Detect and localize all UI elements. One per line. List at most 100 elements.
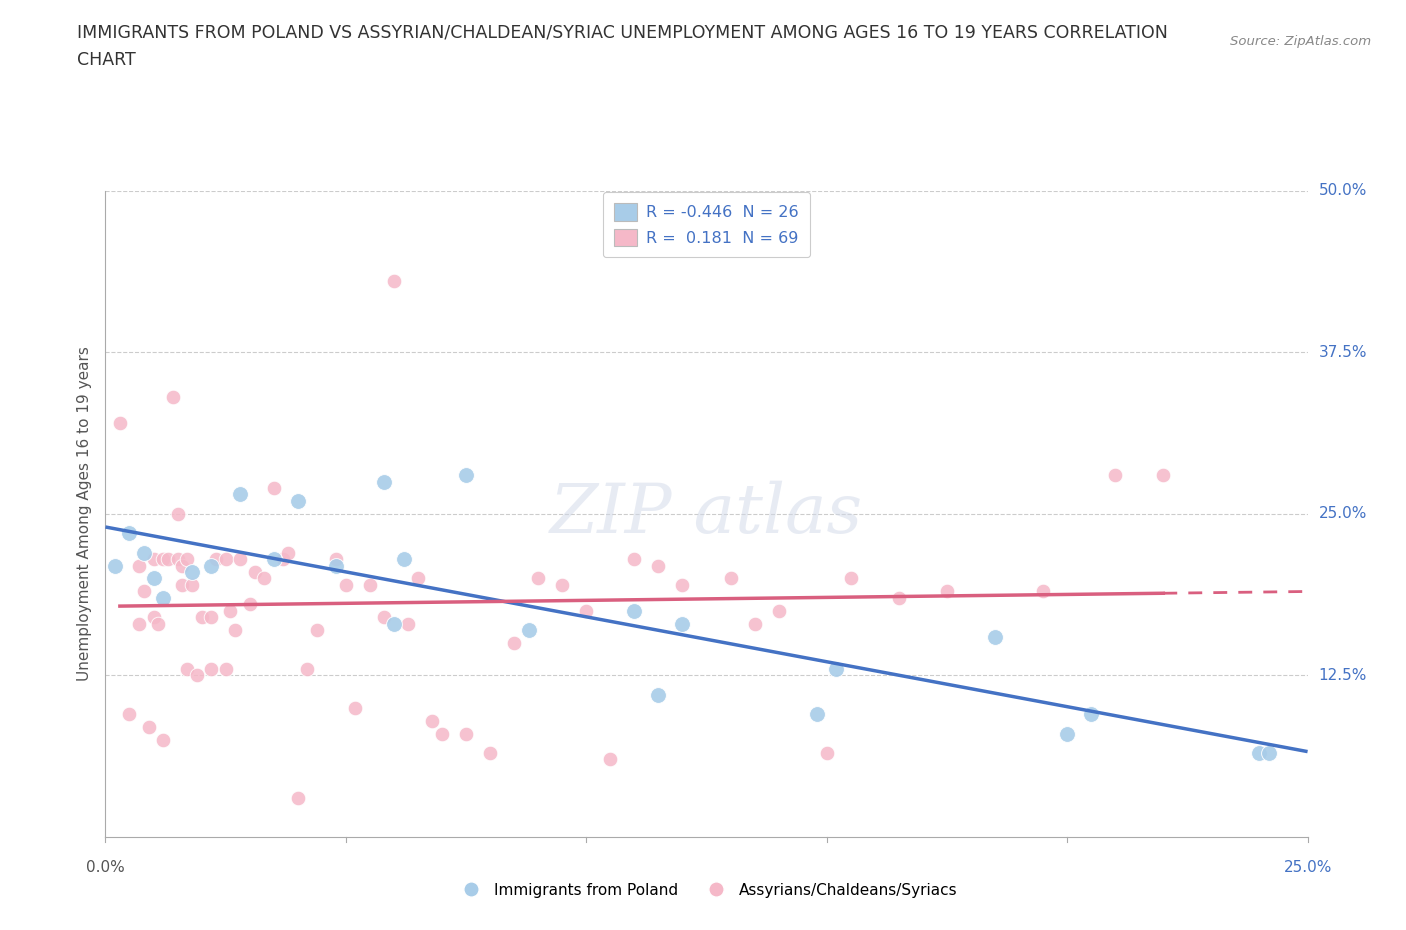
Point bbox=[142, 551, 165, 566]
Point bbox=[128, 558, 150, 573]
Point bbox=[647, 558, 669, 573]
Point bbox=[152, 591, 174, 605]
Point bbox=[132, 584, 155, 599]
Point bbox=[392, 551, 415, 566]
Point bbox=[214, 551, 236, 566]
Point bbox=[671, 617, 693, 631]
Point bbox=[1258, 746, 1281, 761]
Point bbox=[273, 551, 295, 566]
Text: CHART: CHART bbox=[77, 51, 136, 69]
Point bbox=[344, 700, 367, 715]
Point bbox=[118, 525, 141, 540]
Point bbox=[142, 610, 165, 625]
Point bbox=[152, 733, 174, 748]
Point bbox=[200, 558, 222, 573]
Point bbox=[166, 507, 188, 522]
Point bbox=[239, 597, 262, 612]
Point bbox=[297, 661, 319, 676]
Point bbox=[671, 578, 693, 592]
Point bbox=[176, 661, 198, 676]
Point bbox=[132, 545, 155, 560]
Point bbox=[128, 617, 150, 631]
Point bbox=[1249, 746, 1271, 761]
Point bbox=[984, 630, 1007, 644]
Point bbox=[138, 720, 160, 735]
Point bbox=[108, 416, 131, 431]
Point bbox=[887, 591, 910, 605]
Point bbox=[142, 571, 165, 586]
Point bbox=[325, 558, 347, 573]
Point bbox=[396, 617, 419, 631]
Point bbox=[335, 578, 357, 592]
Point bbox=[263, 551, 285, 566]
Point bbox=[162, 390, 184, 405]
Point bbox=[181, 578, 204, 592]
Point bbox=[720, 571, 742, 586]
Point bbox=[373, 474, 395, 489]
Point bbox=[152, 551, 174, 566]
Point bbox=[359, 578, 381, 592]
Point bbox=[172, 578, 194, 592]
Point bbox=[186, 668, 208, 683]
Point bbox=[647, 687, 669, 702]
Point bbox=[422, 713, 444, 728]
Point bbox=[623, 551, 645, 566]
Point bbox=[243, 565, 266, 579]
Point bbox=[229, 551, 252, 566]
Point bbox=[219, 604, 242, 618]
Point bbox=[1104, 468, 1126, 483]
Point bbox=[229, 487, 252, 502]
Point bbox=[181, 565, 204, 579]
Point bbox=[190, 610, 212, 625]
Text: 25.0%: 25.0% bbox=[1284, 859, 1331, 874]
Point bbox=[575, 604, 598, 618]
Text: ZIP atlas: ZIP atlas bbox=[550, 481, 863, 547]
Point bbox=[1056, 726, 1078, 741]
Point bbox=[104, 558, 127, 573]
Point bbox=[623, 604, 645, 618]
Point bbox=[156, 551, 179, 566]
Text: Source: ZipAtlas.com: Source: ZipAtlas.com bbox=[1230, 35, 1371, 48]
Point bbox=[1080, 707, 1102, 722]
Point bbox=[768, 604, 790, 618]
Point bbox=[825, 661, 848, 676]
Point bbox=[118, 707, 141, 722]
Point bbox=[263, 481, 285, 496]
Point bbox=[503, 636, 526, 651]
Point bbox=[224, 623, 246, 638]
Point bbox=[382, 273, 405, 288]
Text: 12.5%: 12.5% bbox=[1319, 668, 1367, 683]
Point bbox=[454, 726, 477, 741]
Point bbox=[599, 752, 621, 767]
Point bbox=[806, 707, 828, 722]
Point bbox=[305, 623, 328, 638]
Point bbox=[287, 790, 309, 805]
Point bbox=[253, 571, 276, 586]
Point bbox=[166, 551, 188, 566]
Point bbox=[1032, 584, 1054, 599]
Point bbox=[406, 571, 429, 586]
Point bbox=[200, 610, 222, 625]
Point bbox=[205, 551, 228, 566]
Text: 25.0%: 25.0% bbox=[1319, 506, 1367, 522]
Point bbox=[277, 545, 299, 560]
Point bbox=[454, 468, 477, 483]
Legend: Immigrants from Poland, Assyrians/Chaldeans/Syriacs: Immigrants from Poland, Assyrians/Chalde… bbox=[450, 876, 963, 904]
Point bbox=[815, 746, 838, 761]
Point bbox=[214, 661, 236, 676]
Point bbox=[839, 571, 862, 586]
Point bbox=[430, 726, 453, 741]
Point bbox=[148, 617, 170, 631]
Y-axis label: Unemployment Among Ages 16 to 19 years: Unemployment Among Ages 16 to 19 years bbox=[76, 346, 91, 682]
Point bbox=[744, 617, 766, 631]
Point bbox=[517, 623, 540, 638]
Point bbox=[287, 494, 309, 509]
Point bbox=[325, 551, 347, 566]
Point bbox=[373, 610, 395, 625]
Point bbox=[176, 551, 198, 566]
Point bbox=[936, 584, 959, 599]
Point bbox=[527, 571, 550, 586]
Text: IMMIGRANTS FROM POLAND VS ASSYRIAN/CHALDEAN/SYRIAC UNEMPLOYMENT AMONG AGES 16 TO: IMMIGRANTS FROM POLAND VS ASSYRIAN/CHALD… bbox=[77, 23, 1168, 41]
Point bbox=[551, 578, 574, 592]
Point bbox=[172, 558, 194, 573]
